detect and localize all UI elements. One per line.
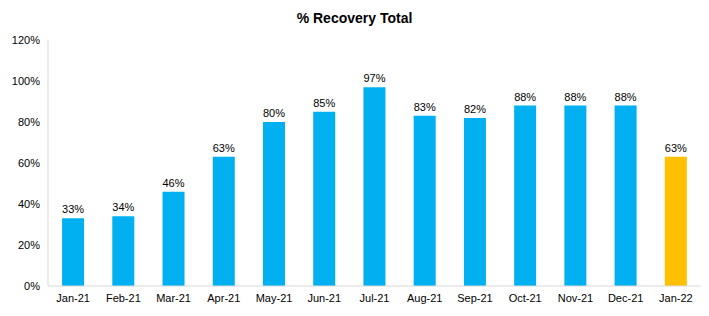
svg-text:63%: 63% (665, 142, 687, 154)
svg-text:Feb-21: Feb-21 (106, 292, 141, 304)
svg-text:88%: 88% (514, 91, 536, 103)
svg-text:46%: 46% (163, 177, 185, 189)
svg-text:20%: 20% (18, 239, 40, 251)
svg-text:Oct-21: Oct-21 (509, 292, 542, 304)
svg-text:0%: 0% (24, 280, 40, 292)
svg-text:Jul-21: Jul-21 (360, 292, 390, 304)
svg-text:85%: 85% (313, 97, 335, 109)
svg-text:Jan-21: Jan-21 (56, 292, 90, 304)
svg-text:83%: 83% (414, 101, 436, 113)
svg-text:88%: 88% (615, 91, 637, 103)
svg-text:May-21: May-21 (256, 292, 293, 304)
svg-text:80%: 80% (263, 107, 285, 119)
svg-text:Nov-21: Nov-21 (558, 292, 593, 304)
svg-text:33%: 33% (62, 203, 84, 215)
svg-text:97%: 97% (363, 72, 385, 84)
svg-text:Sep-21: Sep-21 (457, 292, 492, 304)
svg-text:80%: 80% (18, 116, 40, 128)
svg-text:88%: 88% (564, 91, 586, 103)
svg-text:82%: 82% (464, 103, 486, 115)
svg-text:120%: 120% (12, 34, 40, 46)
svg-text:Mar-21: Mar-21 (156, 292, 191, 304)
svg-text:40%: 40% (18, 198, 40, 210)
svg-text:60%: 60% (18, 157, 40, 169)
html-text:% Recovery Total: % Recovery Total (296, 10, 413, 26)
svg-text:100%: 100% (12, 75, 40, 87)
svg-text:63%: 63% (213, 142, 235, 154)
svg-text:Dec-21: Dec-21 (608, 292, 643, 304)
svg-text:Jan-22: Jan-22 (659, 292, 693, 304)
svg-text:Aug-21: Aug-21 (407, 292, 442, 304)
svg-text:Jun-21: Jun-21 (307, 292, 341, 304)
svg-text:34%: 34% (112, 201, 134, 213)
svg-text:Apr-21: Apr-21 (207, 292, 240, 304)
